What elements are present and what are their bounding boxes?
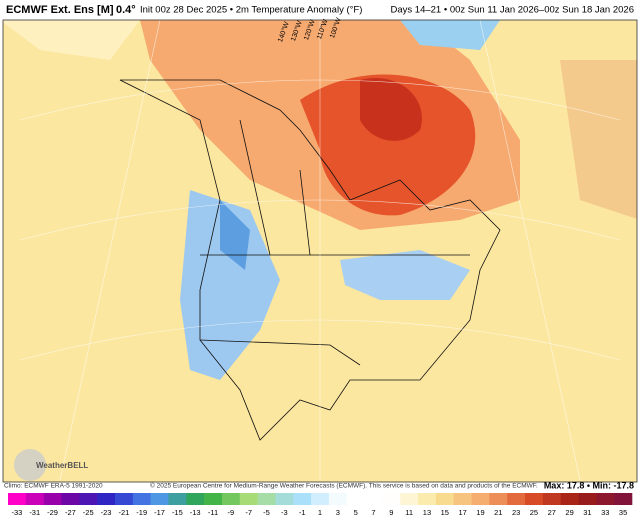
resolution: 0.4° [116,4,136,16]
colorbar-cell [364,493,383,505]
colorbar-label: 3 [336,508,340,517]
subtitle: Init 00z 28 Dec 2025 • 2m Temperature An… [140,5,362,16]
copyright: © 2025 European Centre for Medium-Range … [150,482,538,490]
max-min: Max: 17.8 • Min: -17.8 [544,480,634,490]
colorbar-label: 17 [458,508,466,517]
title: ECMWF Ext. Ens [M] [6,4,114,16]
climo-note: Climo: ECMWF ERA-5 1991-2020 [4,483,103,490]
colorbar-label: -33 [11,508,22,517]
colorbar-cell [453,493,472,505]
colorbar-label: 15 [441,508,449,517]
colorbar-cell [8,493,27,505]
colorbar-cell [239,493,258,505]
colorbar-cell [311,493,330,505]
colorbar-cell [61,493,80,505]
colorbar-cell [560,493,579,505]
colorbar-label: 1 [318,508,322,517]
colorbar-label: 31 [583,508,591,517]
colorbar-label: -7 [245,508,252,517]
colorbar-label: 23 [512,508,520,517]
colorbar-cell [400,493,419,505]
colorbar-cell [578,493,597,505]
colorbar-label: -17 [154,508,165,517]
colorbar-cell [614,493,633,505]
colorbar-label: -9 [228,508,235,517]
colorbar-cell [382,493,401,505]
colorbar-label: -3 [281,508,288,517]
colorbar-cell [542,493,561,505]
colorbar-cell [525,493,544,505]
colorbar-cell [168,493,187,505]
colorbar-label: -29 [47,508,58,517]
colorbar-cell [489,493,508,505]
colorbar-cell [471,493,490,505]
colorbar-label: 9 [389,508,393,517]
colorbar-cell [186,493,205,505]
colorbar-label: -25 [83,508,94,517]
colorbar-cell [150,493,169,505]
colorbar-label: 11 [405,508,413,517]
colorbar-label: -13 [190,508,201,517]
colorbar-label: 35 [619,508,627,517]
colorbar-label: 19 [476,508,484,517]
colorbar-cell [204,493,223,505]
colorbar-cell [596,493,615,505]
colorbar-cell [79,493,98,505]
colorbar-label: -19 [136,508,147,517]
colorbar: -33 -31 -29 -27 -25 -23 -21 -19 -17 -15 -13 -11 -9 -7… [8,493,633,517]
colorbar-label: -31 [29,508,40,517]
colorbar-label: -11 [208,508,218,517]
colorbar-cell [435,493,455,505]
colorbar-label: -5 [263,508,270,517]
colorbar-cell [275,493,294,505]
colorbar-cell [132,493,151,505]
colorbar-cell [114,493,134,505]
colorbar-cell [328,493,348,505]
colorbar-label: 5 [354,508,358,517]
colorbar-cell [418,493,437,505]
valid-time: Days 14–21 • 00z Sun 11 Jan 2026–00z Sun… [391,5,634,16]
colorbar-cell [25,493,44,505]
colorbar-label: 13 [423,508,431,517]
colorbar-label: -15 [172,508,183,517]
colorbar-label: 21 [494,508,502,517]
colorbar-cell [257,493,276,505]
colorbar-cell [97,493,116,505]
colorbar-label: 25 [530,508,538,517]
colorbar-cell [507,493,526,505]
colorbar-label: -23 [101,508,112,517]
colorbar-cell [346,493,365,505]
colorbar-cell [43,493,62,505]
colorbar-label: -27 [65,508,76,517]
colorbar-label: 29 [565,508,573,517]
colorbar-cell [293,493,312,505]
colorbar-label: 33 [601,508,609,517]
map: 140°W 130°W 120°W 110°W 100°W WeatherBELL [2,16,638,483]
colorbar-label: 7 [371,508,375,517]
colorbar-label: 27 [548,508,556,517]
colorbar-label: -21 [118,508,129,517]
colorbar-cell [221,493,241,505]
colorbar-label: -1 [299,508,306,517]
logo: WeatherBELL [36,461,88,470]
